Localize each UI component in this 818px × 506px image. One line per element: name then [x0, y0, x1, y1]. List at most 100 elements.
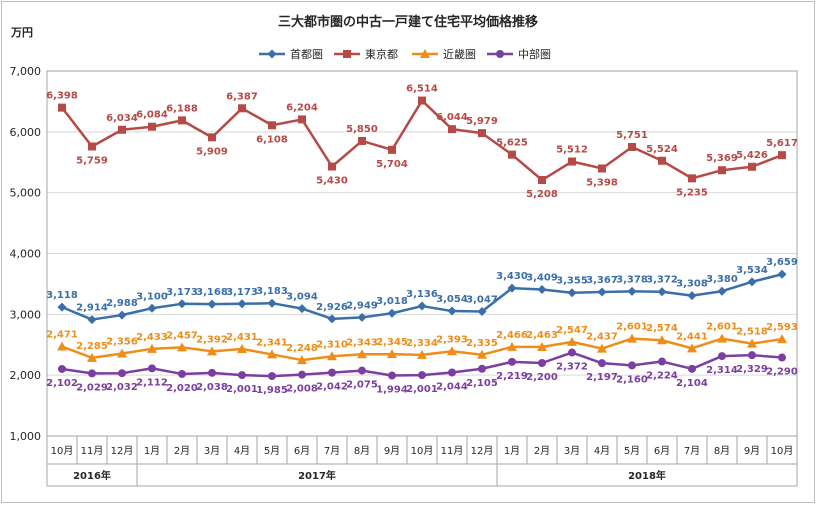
data-point — [387, 308, 397, 318]
data-label: 3,378 — [616, 274, 648, 285]
data-point — [177, 299, 187, 309]
data-point — [388, 371, 396, 380]
x-tick-label: 3月 — [564, 445, 580, 457]
x-tick-label: 10月 — [411, 445, 434, 457]
data-label: 2,219 — [496, 371, 528, 382]
data-point — [328, 368, 336, 377]
x-tick-label: 3月 — [204, 445, 220, 457]
data-label: 3,100 — [136, 291, 168, 302]
data-point — [417, 349, 427, 359]
data-point — [597, 343, 607, 353]
x-tick-label: 8月 — [714, 445, 730, 457]
data-point — [538, 359, 546, 367]
data-label: 2,032 — [106, 382, 138, 393]
data-point — [628, 361, 636, 370]
y-tick-label: 3,000 — [10, 308, 42, 321]
data-point — [327, 351, 337, 361]
legend: 首都圏 東京都 近畿圏 中部圏 — [259, 47, 551, 61]
data-point — [87, 352, 97, 362]
data-point — [778, 151, 786, 160]
x-tick-label: 11月 — [81, 445, 104, 457]
data-label: 3,367 — [586, 275, 618, 286]
data-label: 2,102 — [46, 378, 78, 389]
data-label: 2,593 — [766, 322, 798, 333]
data-point — [268, 372, 276, 381]
data-point — [508, 150, 516, 159]
data-point — [478, 129, 486, 138]
data-point — [118, 125, 126, 134]
data-point — [568, 157, 576, 166]
data-label: 2,285 — [76, 341, 108, 352]
x-tick-label: 6月 — [654, 445, 670, 457]
plot-area-border — [46, 70, 798, 437]
data-label: 2,020 — [166, 383, 198, 394]
data-label: 2,431 — [226, 332, 258, 343]
data-point — [478, 364, 486, 373]
data-point — [597, 287, 607, 297]
data-label: 2,466 — [496, 330, 528, 341]
data-point — [298, 370, 306, 379]
data-label: 1,994 — [376, 385, 408, 396]
x-tick-label: 10月 — [771, 445, 794, 457]
chart-title: 三大都市圏の中古一戸建て住宅平均価格推移 — [278, 14, 538, 30]
data-label: 2,329 — [736, 364, 768, 375]
data-point — [447, 346, 457, 356]
data-label: 2,044 — [436, 381, 468, 392]
y-tick-label: 6,000 — [10, 126, 42, 139]
data-label: 3,173 — [166, 287, 198, 298]
data-point — [208, 368, 216, 377]
data-label: 2,008 — [286, 384, 318, 395]
data-label: 2,926 — [316, 302, 348, 313]
data-label: 5,369 — [706, 153, 738, 164]
data-label: 2,042 — [316, 382, 348, 393]
data-label: 5,759 — [76, 155, 108, 166]
data-label: 6,044 — [436, 112, 468, 123]
x-tick-label: 1月 — [504, 445, 520, 457]
axes: 1,000 2,000 3,000 4,000 5,000 6,000 7,000 2016年… — [10, 65, 798, 487]
data-point — [418, 371, 426, 380]
data-label: 1,985 — [256, 385, 288, 396]
data-label: 2,441 — [676, 331, 708, 342]
data-point — [58, 364, 66, 373]
x-tick-label: 12月 — [471, 445, 494, 457]
data-label: 2,334 — [406, 338, 438, 349]
data-point — [658, 156, 666, 165]
data-point — [718, 352, 726, 361]
data-point — [343, 50, 351, 58]
data-label: 2,356 — [106, 337, 138, 348]
data-label: 2,392 — [196, 334, 228, 345]
data-point — [88, 369, 96, 378]
x-tick-label: 7月 — [684, 445, 700, 457]
data-point — [388, 145, 396, 154]
data-label: 6,398 — [46, 91, 78, 102]
data-label: 3,308 — [676, 279, 708, 290]
y-axis-unit: 万円 — [10, 26, 33, 39]
data-label: 2,038 — [196, 382, 228, 393]
data-point — [537, 342, 547, 352]
data-point — [448, 368, 456, 377]
data-point — [207, 299, 217, 309]
data-label: 5,704 — [376, 159, 408, 170]
data-point — [508, 357, 516, 366]
year-label: 2018年 — [628, 469, 666, 482]
data-point — [777, 269, 787, 279]
data-label: 3,094 — [286, 292, 318, 303]
x-tick-label: 4月 — [234, 445, 250, 457]
data-label: 5,208 — [526, 189, 558, 200]
data-point — [657, 335, 667, 345]
data-point — [748, 351, 756, 360]
data-point — [177, 342, 187, 352]
data-point — [88, 142, 96, 151]
data-point — [687, 343, 697, 353]
data-label: 2,343 — [346, 337, 378, 348]
data-label: 5,426 — [736, 150, 768, 161]
data-label: 2,197 — [586, 372, 618, 383]
data-label: 2,457 — [166, 330, 198, 341]
data-label: 5,617 — [766, 138, 798, 149]
data-label: 2,104 — [676, 378, 708, 389]
data-point — [178, 369, 186, 378]
data-point — [777, 334, 787, 344]
data-point — [688, 364, 696, 373]
data-label: 6,387 — [226, 91, 258, 102]
data-label: 6,084 — [136, 110, 168, 121]
